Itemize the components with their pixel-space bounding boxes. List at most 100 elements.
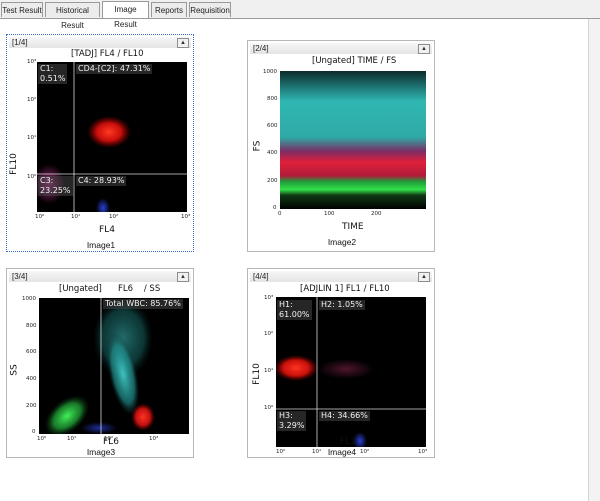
plot-title: [Ungated] FL6 / SS	[59, 284, 161, 294]
x-tick: 200	[371, 211, 382, 217]
scatter-canvas	[44, 298, 155, 434]
x-tick: 10⁰	[37, 436, 47, 442]
x-tick: 10³	[181, 214, 191, 220]
y-tick: 10²	[264, 331, 274, 337]
x-axis-label: FL1	[340, 437, 356, 447]
x-tick: 10³	[418, 449, 428, 455]
quadrant-h2-label: H2: 1.05%	[319, 300, 365, 310]
panel-index: [3/4]	[12, 272, 28, 281]
plot-panel-4[interactable]: [4/4] ▲ [ADJLIN 1] FL1 / FL10 FL10 10³ 1…	[247, 268, 435, 458]
panel-header: [1/4] ▲	[9, 37, 191, 48]
scatter-canvas	[276, 297, 426, 447]
cluster-blue	[81, 422, 117, 434]
scatter-plot[interactable]: H1: 61.00% H2: 1.05% H3: 3.29% H4: 34.66…	[276, 297, 426, 447]
image-caption: Image3	[86, 447, 116, 457]
quadrant-h3-label: H3: 3.29%	[277, 411, 307, 431]
y-axis-label: FS	[252, 140, 263, 152]
y-tick: 600	[267, 123, 278, 129]
quadrant-c2-label: CD4-[C2]: 47.31%	[76, 64, 153, 74]
y-tick: 200	[26, 403, 37, 409]
y-tick: 10⁰	[264, 405, 274, 411]
cluster-blue	[96, 198, 110, 212]
cluster-blue	[353, 432, 367, 447]
y-axis-label: FL10	[251, 363, 262, 385]
x-tick: 10¹	[312, 449, 322, 455]
image-caption: Image1	[86, 240, 116, 250]
cluster-red	[87, 116, 131, 148]
plot-title: [ADJLIN 1] FL1 / FL10	[300, 284, 390, 294]
tab-test-result[interactable]: Test Result	[1, 2, 43, 17]
x-tick: 10²	[360, 449, 370, 455]
y-tick: 800	[26, 323, 37, 329]
plot-title: [Ungated] TIME / FS	[312, 56, 397, 66]
x-tick: 10¹	[67, 436, 77, 442]
y-tick: 10⁰	[27, 174, 37, 180]
panel-header: [2/4] ▲	[250, 43, 432, 54]
x-axis-label: FL6	[103, 437, 119, 447]
tab-reports[interactable]: Reports	[151, 2, 187, 17]
x-axis-label: FL4	[99, 225, 115, 235]
y-tick: 0	[273, 205, 277, 211]
x-tick: 10⁰	[276, 449, 286, 455]
panel-index: [1/4]	[12, 38, 28, 47]
y-tick: 1000	[22, 296, 36, 302]
x-tick: 10²	[109, 214, 119, 220]
tab-requisition[interactable]: Requisition	[189, 2, 231, 17]
y-tick: 10¹	[27, 135, 37, 141]
quadrant-c3-label: C3: 23.25%	[38, 176, 73, 196]
scatter-plot[interactable]: C1: 0.51% CD4-[C2]: 47.31% C3: 23.25% C4…	[37, 62, 187, 212]
image-caption: Image2	[327, 237, 357, 247]
panel-index: [4/4]	[253, 272, 269, 281]
image-caption: Image4	[327, 447, 357, 457]
tab-historical-result[interactable]: Historical Result	[45, 2, 100, 30]
y-tick: 400	[267, 150, 278, 156]
panel-index: [2/4]	[253, 44, 269, 53]
cluster-faint	[318, 359, 374, 379]
x-tick: 10²	[104, 436, 114, 442]
y-tick: 600	[26, 349, 37, 355]
tab-image-result[interactable]: Image Result	[102, 1, 149, 29]
chevron-up-icon[interactable]: ▲	[177, 38, 189, 48]
y-tick: 10¹	[264, 368, 274, 374]
scatter-canvas	[280, 71, 426, 209]
chevron-up-icon[interactable]: ▲	[418, 44, 430, 54]
y-axis-label: SS	[9, 364, 20, 376]
x-tick: 100	[324, 211, 335, 217]
panel-header: [3/4] ▲	[9, 271, 191, 282]
y-tick: 400	[26, 376, 37, 382]
tab-bar: Test Result Historical Result Image Resu…	[0, 0, 600, 30]
x-tick: 10¹	[71, 214, 81, 220]
y-tick: 10³	[264, 295, 274, 301]
cluster-red	[276, 355, 318, 381]
scatter-plot[interactable]: Total WBC: 85.76%	[39, 298, 189, 434]
y-tick: 0	[32, 429, 36, 435]
y-axis-label: FL10	[8, 153, 19, 175]
cluster-green	[44, 395, 90, 434]
x-tick: 10⁰	[35, 214, 45, 220]
quadrant-h1-label: H1: 61.00%	[277, 300, 312, 320]
y-tick: 10²	[27, 97, 37, 103]
chevron-up-icon[interactable]: ▲	[418, 272, 430, 282]
gate-label: Total WBC: 85.76%	[103, 299, 183, 309]
quadrant-h4-label: H4: 34.66%	[319, 411, 370, 421]
panel-header: [4/4] ▲	[250, 271, 432, 282]
chevron-up-icon[interactable]: ▲	[177, 272, 189, 282]
x-axis-label: TIME	[342, 222, 364, 232]
y-tick: 800	[267, 96, 278, 102]
plot-panel-3[interactable]: [3/4] ▲ [Ungated] FL6 / SS SS 1000 800 6…	[6, 268, 194, 458]
plot-panel-2[interactable]: [2/4] ▲ [Ungated] TIME / FS FS 1000 800 …	[247, 40, 435, 252]
cluster-cyan	[106, 332, 140, 416]
quadrant-c1-label: C1: 0.51%	[38, 64, 68, 84]
x-tick: 10³	[149, 436, 159, 442]
plot-title: [TADJ] FL4 / FL10	[71, 49, 144, 59]
plot-panel-1[interactable]: [1/4] ▲ [TADJ] FL4 / FL10 FL10 10³ 10² 1…	[6, 34, 194, 252]
y-tick: 10³	[27, 59, 37, 65]
y-tick: 200	[267, 178, 278, 184]
density-bands	[280, 71, 426, 209]
y-tick: 1000	[263, 69, 277, 75]
cluster-red	[131, 403, 155, 431]
quadrant-c4-label: C4: 28.93%	[76, 176, 127, 186]
scatter-plot[interactable]	[280, 71, 426, 209]
vertical-scrollbar[interactable]	[588, 19, 600, 501]
x-tick: 0	[278, 211, 282, 217]
